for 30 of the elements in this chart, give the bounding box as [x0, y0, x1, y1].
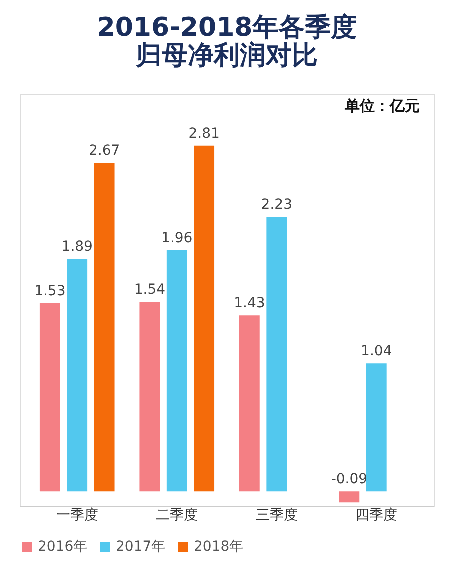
- bar: [339, 492, 360, 503]
- text: 单位：亿元: [344, 97, 420, 115]
- data-label: 2.81: [188, 126, 220, 142]
- data-label: -0.09: [331, 472, 368, 488]
- x-tick-label: 四季度: [356, 508, 398, 524]
- bar: [266, 217, 288, 492]
- bar: [366, 364, 387, 492]
- text: 2016-2018年各季度: [97, 13, 357, 43]
- data-label: 1.43: [234, 296, 266, 312]
- data-label: 1.04: [361, 344, 392, 360]
- legend-label: 2016年: [38, 539, 88, 555]
- bar: [140, 302, 160, 492]
- bar: [166, 250, 188, 492]
- data-label: 1.96: [162, 230, 193, 246]
- bar: [40, 303, 60, 492]
- data-label: 2.67: [88, 143, 120, 160]
- text: 归母净利润对比: [136, 41, 318, 71]
- legend-label: 2018年: [194, 539, 244, 555]
- bar: [239, 316, 260, 492]
- x-tick-label: 二季度: [156, 508, 198, 524]
- x-tick-label: 三季度: [256, 508, 298, 524]
- data-label: 1.89: [62, 239, 93, 256]
- data-label: 1.53: [34, 283, 66, 300]
- data-label: 2.23: [261, 197, 292, 214]
- legend-label: 2017年: [116, 539, 166, 555]
- bar: [194, 146, 215, 492]
- bar: [67, 259, 88, 492]
- x-tick-label: 一季度: [56, 508, 98, 524]
- bar: [94, 163, 115, 492]
- data-label: 1.54: [134, 282, 166, 298]
